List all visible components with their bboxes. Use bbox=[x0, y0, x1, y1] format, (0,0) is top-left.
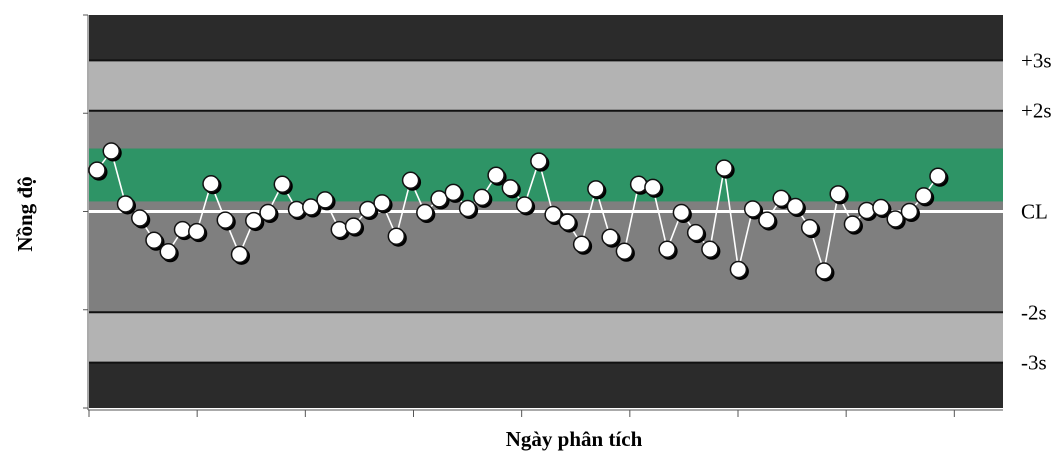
data-point bbox=[900, 202, 919, 221]
data-point bbox=[843, 215, 862, 233]
data-point bbox=[672, 203, 691, 222]
data-point bbox=[159, 243, 178, 261]
data-point bbox=[929, 167, 947, 185]
outer-band-bottom bbox=[89, 362, 1003, 408]
data-point bbox=[387, 227, 406, 245]
control-label-minus2s: -2s bbox=[1021, 300, 1047, 324]
data-point bbox=[701, 240, 719, 259]
data-point bbox=[359, 200, 377, 219]
data-point bbox=[743, 200, 762, 218]
data-point bbox=[601, 228, 619, 246]
control-label-plus3s: +3s bbox=[1021, 48, 1052, 72]
data-point bbox=[416, 203, 434, 222]
data-point bbox=[131, 209, 149, 227]
data-point bbox=[330, 220, 349, 239]
data-point bbox=[572, 235, 591, 253]
data-point bbox=[259, 203, 277, 222]
data-point bbox=[88, 161, 106, 179]
data-point bbox=[287, 200, 306, 219]
outer-band-top bbox=[89, 15, 1003, 61]
control-label-plus2s: +2s bbox=[1021, 99, 1052, 123]
data-point bbox=[587, 180, 605, 198]
data-point bbox=[216, 211, 235, 229]
data-point bbox=[729, 260, 748, 279]
data-point bbox=[458, 199, 477, 218]
control-bands bbox=[89, 15, 1003, 408]
data-point bbox=[401, 171, 420, 190]
data-point bbox=[487, 166, 505, 184]
data-point bbox=[102, 142, 121, 160]
data-point bbox=[188, 222, 206, 241]
data-point bbox=[373, 194, 391, 212]
control-line-labels: +3s +2s CL -2s -3s bbox=[1021, 48, 1052, 374]
data-point bbox=[872, 198, 890, 217]
data-point bbox=[444, 183, 463, 202]
warning-band-bottom bbox=[89, 312, 1003, 363]
data-point bbox=[658, 240, 676, 259]
data-point bbox=[544, 205, 562, 224]
data-point bbox=[116, 195, 135, 213]
data-series bbox=[88, 142, 949, 282]
data-point bbox=[715, 159, 733, 177]
data-point bbox=[629, 175, 648, 194]
data-point bbox=[245, 211, 263, 230]
data-point bbox=[316, 191, 334, 209]
data-point bbox=[857, 201, 876, 220]
data-point bbox=[914, 187, 933, 205]
data-point bbox=[344, 217, 363, 235]
data-point bbox=[615, 242, 634, 261]
x-axis-title: Ngày phân tích bbox=[506, 427, 643, 451]
y-axis-title: Nồng độ bbox=[13, 176, 37, 251]
data-point bbox=[829, 185, 847, 203]
data-point bbox=[815, 262, 833, 280]
data-point bbox=[686, 223, 705, 242]
data-point bbox=[758, 211, 776, 229]
warning-band-top bbox=[89, 60, 1003, 111]
data-point bbox=[501, 179, 520, 197]
data-point bbox=[644, 178, 662, 197]
data-point bbox=[800, 218, 819, 237]
data-point bbox=[173, 220, 192, 239]
data-point bbox=[302, 198, 320, 216]
data-point bbox=[230, 245, 249, 264]
data-point bbox=[473, 188, 491, 207]
data-point bbox=[515, 196, 534, 214]
data-point bbox=[273, 175, 292, 194]
data-point bbox=[430, 190, 448, 208]
data-point bbox=[786, 197, 805, 216]
data-point bbox=[558, 213, 577, 231]
control-label-minus3s: -3s bbox=[1021, 351, 1047, 375]
data-point bbox=[530, 152, 548, 170]
data-point bbox=[202, 175, 220, 193]
data-point bbox=[886, 210, 904, 228]
data-point bbox=[145, 231, 163, 249]
data-point bbox=[772, 189, 790, 208]
control-label-cl: CL bbox=[1021, 200, 1048, 224]
axes bbox=[83, 14, 1003, 417]
